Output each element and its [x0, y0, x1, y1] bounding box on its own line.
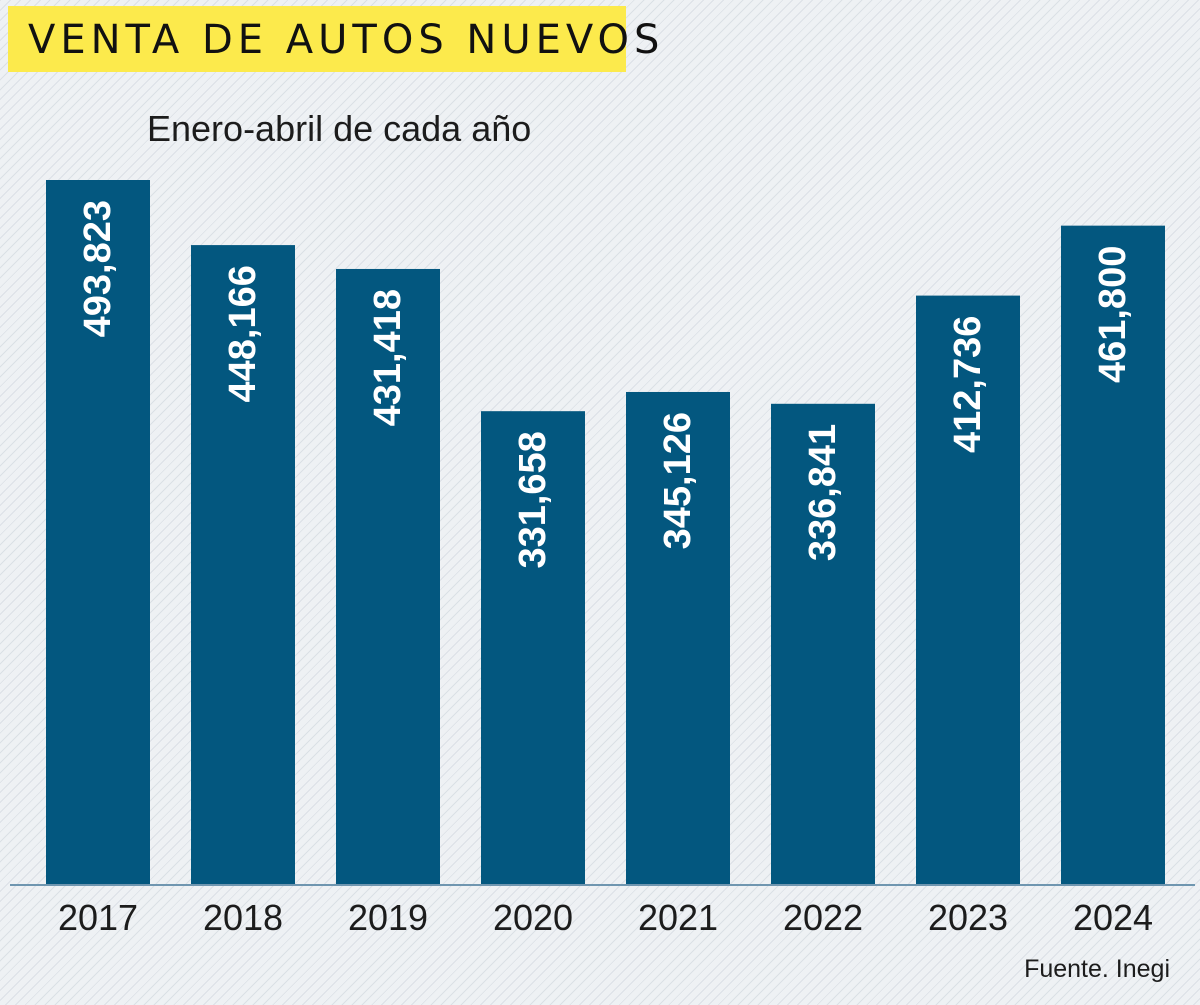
bar-2021 [626, 391, 730, 884]
bar-value-label-2017: 493,823 [77, 200, 119, 337]
bar-2022 [771, 403, 875, 884]
bar-2018 [191, 245, 295, 884]
x-tick-label-2018: 2018 [203, 897, 283, 938]
bar-2017 [46, 180, 150, 884]
x-tick-label-2024: 2024 [1073, 897, 1153, 938]
chart-subtitle: Enero-abril de cada año [147, 108, 532, 149]
x-tick-label-2017: 2017 [58, 897, 138, 938]
x-tick-label-2022: 2022 [783, 897, 863, 938]
bar-value-label-2020: 331,658 [512, 431, 554, 568]
x-tick-label-2020: 2020 [493, 897, 573, 938]
bar-value-label-2018: 448,166 [222, 265, 264, 402]
bar-2023 [916, 295, 1020, 884]
chart-title: VENTA DE AUTOS NUEVOS [28, 17, 665, 63]
bar-value-label-2021: 345,126 [657, 412, 699, 549]
x-tick-label-2023: 2023 [928, 897, 1008, 938]
bar-2024 [1061, 225, 1165, 885]
bar-value-label-2023: 412,736 [947, 316, 989, 453]
bar-2019 [336, 268, 440, 884]
bar-value-label-2019: 431,418 [367, 289, 409, 426]
source-note: Fuente. Inegi [1024, 955, 1170, 983]
x-tick-label-2021: 2021 [638, 897, 718, 938]
bar-value-label-2022: 336,841 [802, 424, 844, 561]
title-banner: VENTA DE AUTOS NUEVOS [8, 6, 659, 72]
bar-value-label-2024: 461,800 [1092, 246, 1134, 383]
bar-2020 [481, 411, 585, 884]
x-tick-label-2019: 2019 [348, 897, 428, 938]
